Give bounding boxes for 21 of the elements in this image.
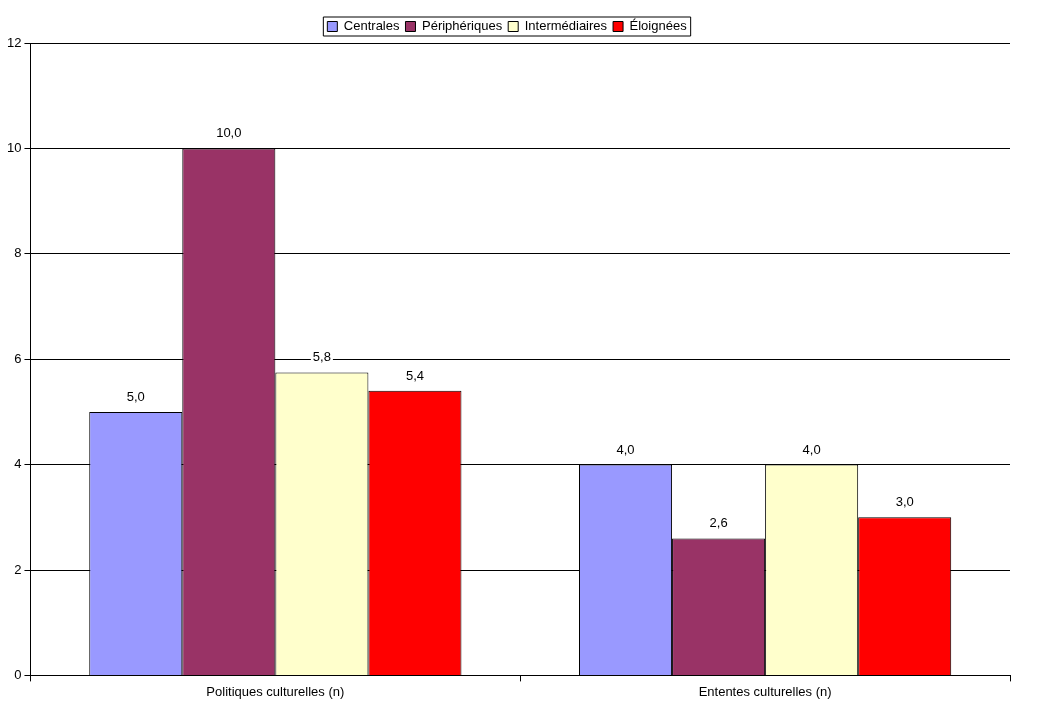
legend-label: Intermédiaires xyxy=(524,18,608,34)
y-tick-label: 2 xyxy=(14,561,22,577)
data-label: 5,4 xyxy=(405,367,424,383)
data-label: 4,0 xyxy=(616,441,635,457)
y-tick-label: 10 xyxy=(6,139,22,155)
y-tick-label: 0 xyxy=(14,666,22,682)
y-tick-label: 12 xyxy=(6,34,22,50)
y-tick-label: 8 xyxy=(14,245,22,261)
data-label: 4,0 xyxy=(802,441,821,457)
legend-label: Centrales xyxy=(343,18,400,34)
y-tick-label: 4 xyxy=(14,456,22,472)
legend-label: Éloignées xyxy=(629,18,688,34)
data-label: 2,6 xyxy=(709,515,728,531)
y-tick-label: 6 xyxy=(14,350,22,366)
data-label: 3,0 xyxy=(895,494,914,510)
data-label: 5,8 xyxy=(312,349,331,365)
data-label: 5,0 xyxy=(126,388,145,404)
legend-label: Périphériques xyxy=(421,18,503,34)
x-tick-label: Ententes culturelles (n) xyxy=(698,683,832,699)
x-tick-label: Politiques culturelles (n) xyxy=(206,683,345,699)
data-label: 10,0 xyxy=(216,125,242,141)
